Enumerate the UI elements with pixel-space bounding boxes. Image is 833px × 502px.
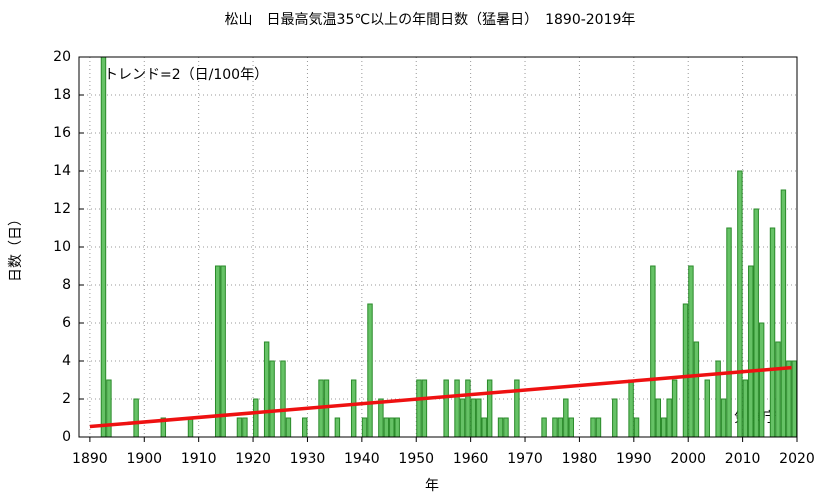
y-tick-label: 0 [62, 429, 71, 445]
bar [106, 379, 112, 438]
y-axis-label: 日数（日） [8, 212, 24, 282]
x-tick-label: 1890 [72, 451, 108, 467]
bar [748, 265, 754, 438]
x-tick-label: 2010 [725, 451, 761, 467]
y-tick-label: 8 [62, 277, 71, 293]
bar [650, 265, 656, 438]
y-tick-label: 18 [53, 87, 71, 103]
bar [769, 227, 776, 438]
x-tick-label: 2020 [779, 451, 815, 467]
x-tick-label: 1970 [507, 451, 543, 467]
bar [726, 227, 732, 438]
bar [454, 379, 460, 438]
y-tick-label: 4 [62, 353, 71, 369]
bar [704, 379, 710, 438]
bar [100, 56, 107, 438]
y-tick-label: 16 [53, 125, 71, 141]
bar [720, 398, 727, 438]
bar [416, 379, 422, 438]
trend-line [89, 365, 792, 429]
bar [671, 379, 678, 438]
bar [280, 360, 286, 438]
bar [378, 398, 384, 438]
bar [557, 417, 564, 438]
y-tick-label: 14 [53, 163, 71, 179]
bar [459, 398, 466, 438]
bar [481, 417, 487, 438]
x-axis-label: 年 [425, 478, 439, 494]
bar [269, 360, 275, 438]
bar [633, 417, 640, 438]
y-tick-label: 6 [62, 315, 71, 331]
bar [302, 417, 308, 438]
bar [775, 341, 781, 438]
y-tick-label: 10 [53, 239, 71, 255]
bar [263, 341, 270, 438]
bar [285, 417, 292, 438]
bar [214, 265, 221, 438]
bar [661, 417, 667, 438]
bar [693, 341, 700, 438]
x-tick-label: 1900 [126, 451, 162, 467]
chart-title: 松山 日最高気温35℃以上の年間日数（猛暑日） 1890-2019年 [225, 11, 636, 28]
trend-annotation: トレンド=2（日/100年） [104, 67, 268, 83]
x-tick-label: 1950 [398, 451, 434, 467]
bar [742, 379, 749, 438]
bar [563, 398, 569, 438]
x-tick-label: 1990 [616, 451, 652, 467]
bar [655, 398, 662, 438]
bar [503, 417, 509, 438]
bar [612, 398, 618, 438]
x-tick-label: 1910 [181, 451, 217, 467]
bar [552, 417, 558, 438]
bar [514, 379, 520, 438]
bar [791, 360, 798, 438]
bar [187, 417, 194, 438]
bar [383, 417, 390, 438]
x-tick-label: 1930 [290, 451, 326, 467]
x-tick-label: 1980 [562, 451, 598, 467]
x-tick-label: 2000 [670, 451, 706, 467]
bar [628, 379, 634, 438]
bar [541, 417, 547, 438]
bar [476, 398, 482, 438]
bar [497, 417, 504, 438]
bar [590, 417, 596, 438]
bar [350, 379, 357, 438]
bar [568, 417, 574, 438]
bar [688, 265, 694, 438]
y-tick-label: 2 [62, 391, 71, 407]
y-tick-label: 12 [53, 201, 71, 217]
bar [361, 417, 368, 438]
bar [666, 398, 672, 438]
bar [334, 417, 341, 438]
bar [682, 303, 689, 438]
x-tick-label: 1940 [344, 451, 380, 467]
bar [253, 398, 259, 438]
bar [220, 265, 226, 438]
bar [737, 170, 743, 438]
bar [367, 303, 373, 438]
bar [389, 417, 395, 438]
bar [486, 379, 493, 438]
x-tick-label: 1920 [235, 451, 271, 467]
y-tick-label: 20 [53, 49, 71, 65]
bar [242, 417, 248, 438]
bar [753, 208, 759, 438]
plot-frame [78, 56, 798, 438]
bar [394, 417, 400, 438]
x-tick-label: 1960 [453, 451, 489, 467]
bar [443, 379, 449, 438]
bar [236, 417, 243, 438]
bar [786, 360, 792, 438]
bar [133, 398, 139, 438]
bar [465, 379, 471, 438]
bar [421, 379, 428, 438]
bar [470, 398, 477, 438]
bar [780, 189, 787, 438]
bar [758, 322, 765, 438]
bar [595, 417, 602, 438]
